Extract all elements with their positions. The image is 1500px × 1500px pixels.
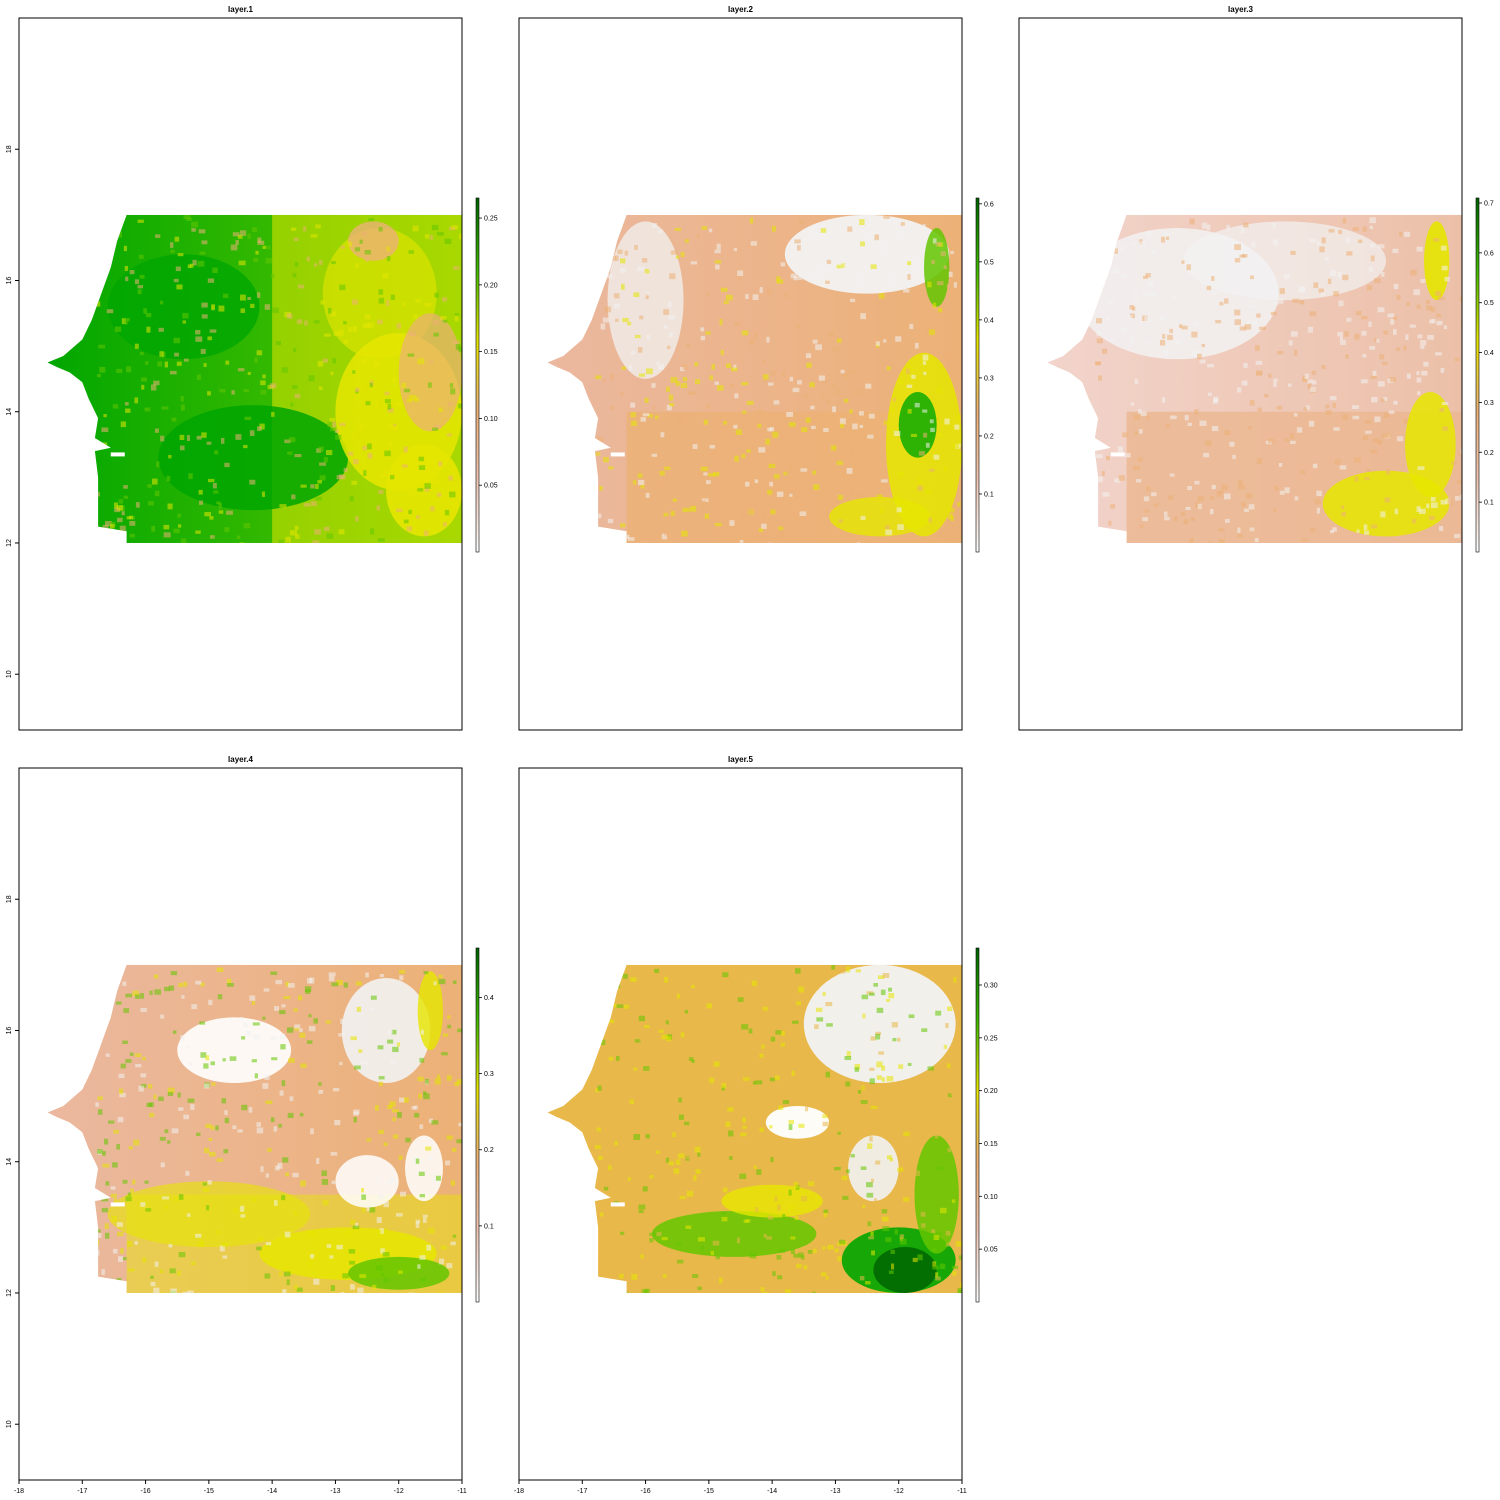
legend-tick-label: 0.15 [984,1141,998,1148]
legend-colorbar [975,197,980,553]
x-tick-label: -15 [704,1488,714,1495]
panel-frame [18,767,463,1481]
legend-tick-label: 0.6 [1484,250,1494,257]
x-tick-label: -18 [14,1488,24,1495]
y-tick-label: 16 [6,1026,13,1034]
legend-tick-label: 0.3 [484,1071,494,1078]
legend-tick-label: 0.25 [984,1035,998,1042]
legend-tick-label: 0.2 [1484,450,1494,457]
legend-tick-label: 0.3 [984,375,994,382]
panel-title: layer.2 [728,5,753,14]
legend-tick-label: 0.15 [484,349,498,356]
legend-colorbar [475,197,480,553]
legend-tick-label: 0.2 [484,1147,494,1154]
legend-tick-label: 0.7 [1484,200,1494,207]
raster-layer [1047,214,1462,543]
legend-tick-label: 0.6 [984,201,994,208]
legend-tick-label: 0.4 [984,317,994,324]
raster-layer [547,964,962,1293]
x-tick-label: -12 [894,1488,904,1495]
x-tick-label: -17 [577,1488,587,1495]
y-tick-label: 18 [6,145,13,153]
map-panel-1: layer.1 10 12 14 16 18 0.05 0.10 0.15 0.20 0.25 [6,5,498,731]
x-tick-label: -18 [514,1488,524,1495]
legend-tick-label: 0.4 [1484,350,1494,357]
legend-tick-label: 0.5 [984,259,994,266]
legend-tick-label: 0.4 [484,995,494,1002]
legend-tick-label: 0.10 [984,1194,998,1201]
map-panel-4: layer.4 10 12 14 16 18 -18 -17 -16 -15 -14 -13 -12 -1… [6,755,494,1495]
legend-tick-label: 0.20 [984,1088,998,1095]
legend-tick-label: 0.1 [1484,500,1494,507]
panel-title: layer.3 [1228,5,1253,14]
y-tick-label: 12 [6,539,13,547]
panel-title: layer.4 [228,755,253,764]
raster-layer [547,214,962,543]
y-tick-label: 16 [6,276,13,284]
x-tick-label: -14 [267,1488,277,1495]
legend-tick-label: 0.1 [984,491,994,498]
legend-colorbar [1475,197,1480,553]
raster-layer [47,214,462,543]
panel-frame [18,17,463,731]
map-panel-2: layer.2 0.1 0.2 0.3 0.4 0.5 0.6 [518,5,994,731]
legend-tick-label: 0.05 [484,483,498,490]
legend-tick-label: 0.20 [484,282,498,289]
x-tick-label: -14 [767,1488,777,1495]
legend-tick-label: 0.25 [484,216,498,223]
x-tick-label: -13 [830,1488,840,1495]
x-tick-label: -15 [204,1488,214,1495]
panel-frame [1018,17,1463,731]
legend-tick-label: 0.5 [1484,300,1494,307]
legend-tick-label: 0.3 [1484,400,1494,407]
x-tick-label: -12 [394,1488,404,1495]
panel-title: layer.5 [728,755,753,764]
x-tick-label: -13 [330,1488,340,1495]
x-tick-label: -11 [457,1488,467,1495]
legend-tick-label: 0.1 [484,1223,494,1230]
raster-layer [47,964,462,1293]
y-tick-label: 10 [6,670,13,678]
y-tick-label: 14 [6,1158,13,1166]
map-panel-3: layer.3 0.1 0.2 0.3 0.4 0.5 0.6 0.7 [1018,5,1494,731]
panel-title: layer.1 [228,5,253,14]
x-tick-label: -16 [641,1488,651,1495]
legend-tick-label: 0.05 [984,1247,998,1254]
x-tick-label: -17 [77,1488,87,1495]
y-tick-label: 12 [6,1289,13,1297]
legend-tick-label: 0.10 [484,416,498,423]
panel-frame [518,17,963,731]
legend-tick-label: 0.2 [984,433,994,440]
y-tick-label: 10 [6,1420,13,1428]
map-panel-5: layer.5 -18 -17 -16 -15 -14 -13 -12 -11 0.05 0.10 0… [514,755,998,1495]
legend-tick-label: 0.30 [984,982,998,989]
x-tick-label: -11 [957,1488,967,1495]
panel-frame [518,767,963,1481]
y-tick-label: 18 [6,895,13,903]
x-tick-label: -16 [141,1488,151,1495]
y-tick-label: 14 [6,408,13,416]
legend-colorbar [475,947,480,1303]
legend-colorbar [975,947,980,1303]
